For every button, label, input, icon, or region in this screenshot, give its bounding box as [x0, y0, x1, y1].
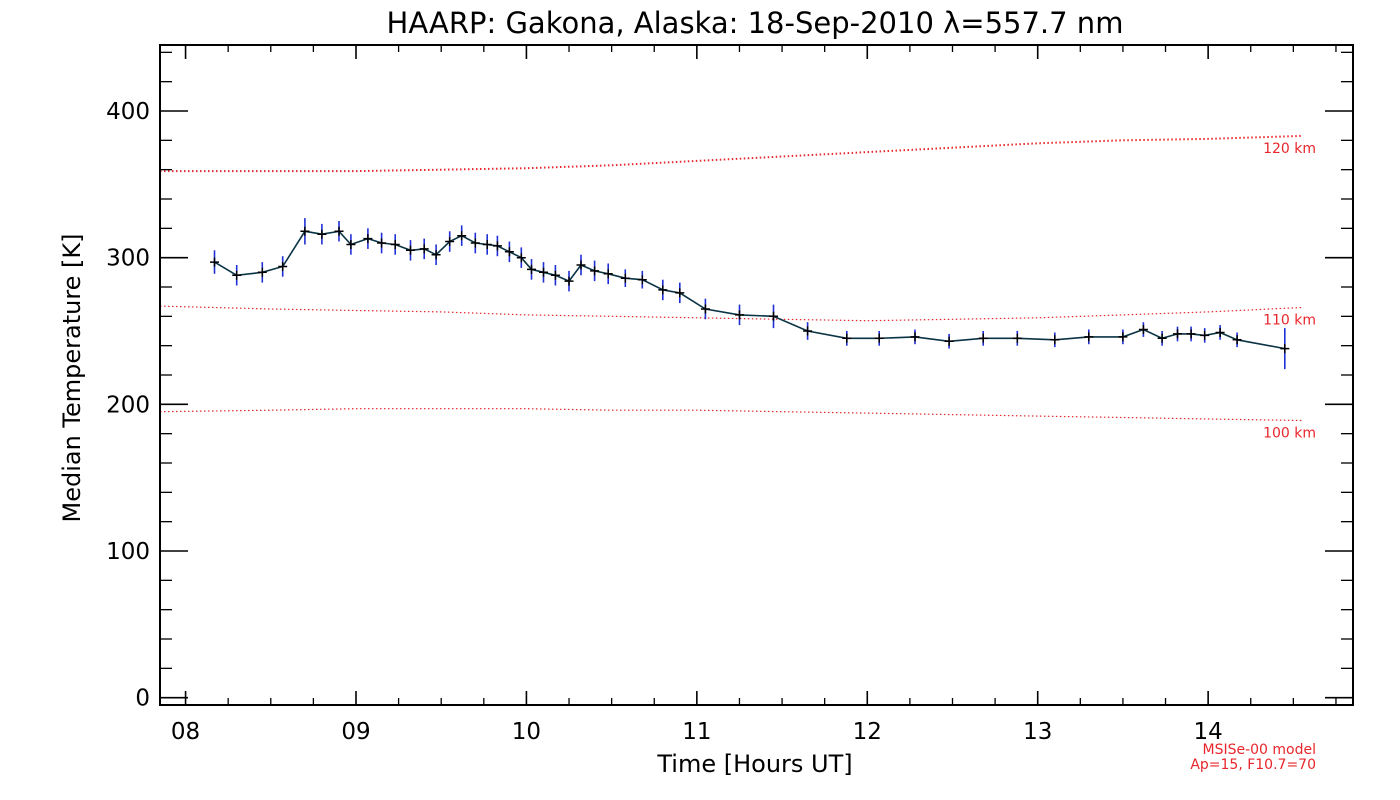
data-point: [769, 311, 778, 321]
data-point: [278, 262, 288, 271]
data-point: [516, 253, 526, 263]
model-curve-100km: [159, 408, 1302, 422]
data-point: [1050, 335, 1060, 345]
data-point: [675, 288, 685, 298]
data-point: [257, 267, 267, 277]
y-tick-label: 0: [135, 686, 150, 712]
data-point: [346, 240, 356, 249]
data-point: [1118, 332, 1128, 342]
data-point: [300, 226, 310, 236]
data-point: [470, 238, 480, 248]
data-point: [978, 333, 988, 343]
data-point: [910, 332, 920, 342]
plot-frame: [159, 44, 1354, 706]
data-point: [232, 270, 242, 280]
y-tick-label: 200: [106, 392, 150, 418]
data-point: [1200, 330, 1210, 340]
data-point: [210, 257, 219, 267]
data-point: [603, 269, 613, 279]
model-curves: 120 km 110 km 100 km: [159, 134, 1316, 442]
data-point: [1173, 329, 1182, 339]
y-tick-label: 300: [106, 246, 150, 272]
data-point: [620, 273, 630, 283]
x-tick-label: 08: [171, 719, 200, 745]
y-axis-ticks: 0 100 200 300 400: [106, 51, 1353, 712]
data-point: [1012, 333, 1022, 343]
x-axis-ticks: 08 09 10 11 12 13 14: [171, 45, 1337, 745]
data-point: [334, 226, 344, 236]
data-point: [735, 310, 744, 320]
y-axis-label: Median Temperature [K]: [58, 233, 86, 522]
data-point: [564, 276, 574, 286]
data-point: [550, 270, 560, 280]
data-point: [457, 231, 467, 241]
x-tick-label: 14: [1193, 719, 1222, 745]
series-line: [214, 230, 1285, 350]
data-point: [504, 247, 514, 257]
model-annotation-line1: MSISe-00 model: [1202, 742, 1316, 758]
x-tick-label: 09: [341, 719, 370, 745]
model-curve-label: 120 km: [1263, 141, 1316, 157]
data-series: [210, 218, 1290, 370]
model-annotation-line2: Ap=15, F10.7=70: [1190, 757, 1316, 773]
data-point: [1157, 333, 1167, 343]
data-point: [419, 244, 429, 254]
data-point: [637, 275, 647, 285]
data-point: [842, 333, 852, 343]
data-point: [1280, 344, 1290, 354]
data-point: [377, 238, 387, 248]
x-tick-label: 10: [512, 719, 541, 745]
x-tick-label: 13: [1023, 719, 1052, 745]
data-point: [482, 240, 492, 249]
data-point: [527, 264, 536, 274]
data-point: [700, 304, 710, 314]
data-point: [406, 245, 415, 255]
data-point: [874, 333, 884, 343]
data-point: [1084, 332, 1094, 342]
x-tick-label: 12: [853, 719, 882, 745]
chart-title: HAARP: Gakona, Alaska: 18-Sep-2010 λ=557…: [387, 6, 1124, 40]
data-point: [803, 326, 813, 336]
y-tick-label: 400: [106, 99, 150, 125]
data-point: [944, 336, 954, 346]
x-tick-label: 11: [682, 719, 711, 745]
data-point: [445, 237, 455, 246]
y-tick-label: 100: [106, 539, 150, 565]
data-point: [1138, 325, 1148, 334]
data-point: [1232, 335, 1242, 345]
model-curve-label: 100 km: [1263, 426, 1316, 442]
data-point: [1186, 329, 1196, 339]
data-point: [492, 241, 502, 251]
data-point: [576, 260, 586, 270]
model-curve-120km: [160, 134, 1302, 173]
data-point: [658, 285, 668, 295]
data-point: [431, 250, 441, 260]
data-point: [317, 229, 327, 239]
data-point: [539, 267, 548, 277]
data-point: [390, 240, 400, 249]
data-point: [363, 234, 373, 244]
x-axis-label: Time [Hours UT]: [656, 750, 852, 778]
model-curve-label: 110 km: [1263, 313, 1316, 329]
data-point: [1215, 328, 1225, 337]
data-point: [590, 266, 600, 276]
model-curve-110km: [159, 305, 1302, 322]
